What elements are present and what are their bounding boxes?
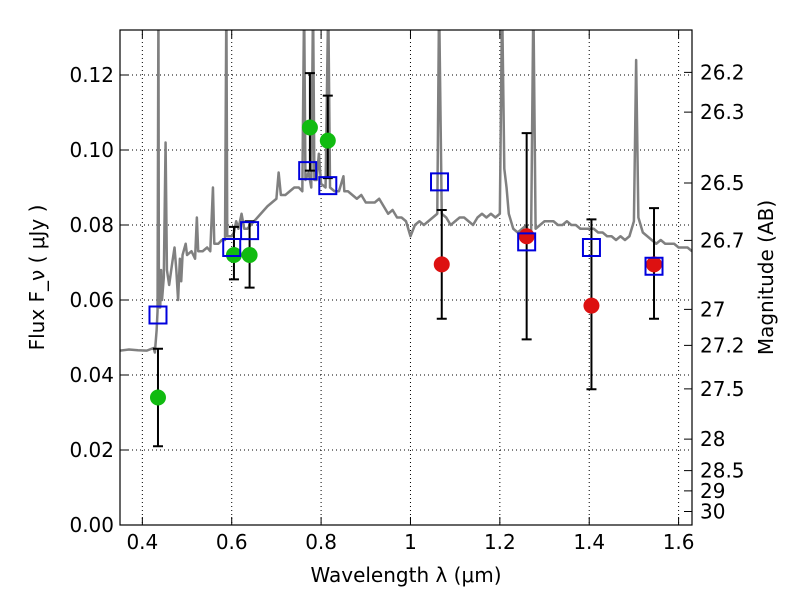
grid bbox=[120, 30, 692, 526]
model-square-7 bbox=[581, 238, 601, 257]
x-tick-label-0: 0.4 bbox=[126, 530, 158, 554]
x-tick-label-2: 0.8 bbox=[305, 530, 337, 554]
data-points bbox=[148, 119, 664, 406]
y-tick-label-4: 0.08 bbox=[69, 213, 114, 237]
y-tick-label-2: 0.04 bbox=[69, 363, 114, 387]
x-tick-label-3: 1 bbox=[404, 530, 417, 554]
right-tick-label-6: 27.5 bbox=[700, 377, 745, 401]
y-tick-label-6: 0.12 bbox=[69, 63, 114, 87]
y-tick-label-0: 0.00 bbox=[69, 513, 114, 537]
right-tick-label-3: 26.7 bbox=[700, 228, 745, 252]
axes-frame bbox=[119, 29, 693, 526]
y-tick-label-1: 0.02 bbox=[69, 438, 114, 462]
red-point-2 bbox=[583, 297, 600, 314]
x-tick-label-1: 0.6 bbox=[216, 530, 248, 554]
plot-frame bbox=[119, 29, 693, 526]
x-tick-label-5: 1.4 bbox=[573, 530, 605, 554]
red-point-0 bbox=[433, 256, 450, 273]
red-point-3 bbox=[646, 256, 663, 273]
model-square-6 bbox=[517, 232, 537, 252]
model-square-4 bbox=[318, 176, 338, 196]
spectrum bbox=[120, 30, 692, 354]
model-square-2 bbox=[240, 221, 260, 241]
x-tick-label-6: 1.6 bbox=[663, 530, 695, 554]
right-tick-label-8: 28.5 bbox=[700, 459, 745, 483]
right-axis-label: Magnitude (AB) bbox=[754, 200, 778, 355]
model-square-0 bbox=[148, 305, 168, 325]
y-tick-label-5: 0.10 bbox=[69, 138, 114, 162]
axis-ticks: 0.4 0.6 0.8 1 1.2 1.4 1.6 0.00 0.02 0.04 0.06 0.08 0… bbox=[69, 30, 745, 554]
green-point-4 bbox=[319, 132, 336, 149]
y-axis-label: Flux F_ν ( μJy ) bbox=[25, 205, 49, 351]
right-tick-label-2: 26.5 bbox=[700, 171, 745, 195]
model-square-8 bbox=[644, 256, 664, 276]
right-tick-label-5: 27.2 bbox=[700, 333, 745, 357]
spectrum-line bbox=[120, 30, 692, 354]
x-tick-label-4: 1.2 bbox=[484, 530, 516, 554]
model-square-5 bbox=[430, 172, 450, 192]
right-tick-label-9: 29 bbox=[700, 479, 725, 503]
right-tick-label-0: 26.2 bbox=[700, 60, 745, 84]
right-tick-label-7: 28 bbox=[700, 427, 725, 451]
green-point-0 bbox=[149, 389, 166, 406]
y-tick-label-3: 0.06 bbox=[69, 288, 114, 312]
right-tick-label-4: 27 bbox=[700, 297, 725, 321]
right-tick-label-10: 30 bbox=[700, 500, 725, 524]
green-point-2 bbox=[241, 247, 258, 263]
red-point-1 bbox=[518, 228, 535, 245]
right-tick-label-1: 26.3 bbox=[700, 100, 745, 124]
model-square-1 bbox=[222, 238, 242, 257]
green-point-3 bbox=[301, 119, 318, 136]
model-square-3 bbox=[298, 161, 318, 181]
x-axis-label: Wavelength λ (μm) bbox=[310, 563, 501, 587]
